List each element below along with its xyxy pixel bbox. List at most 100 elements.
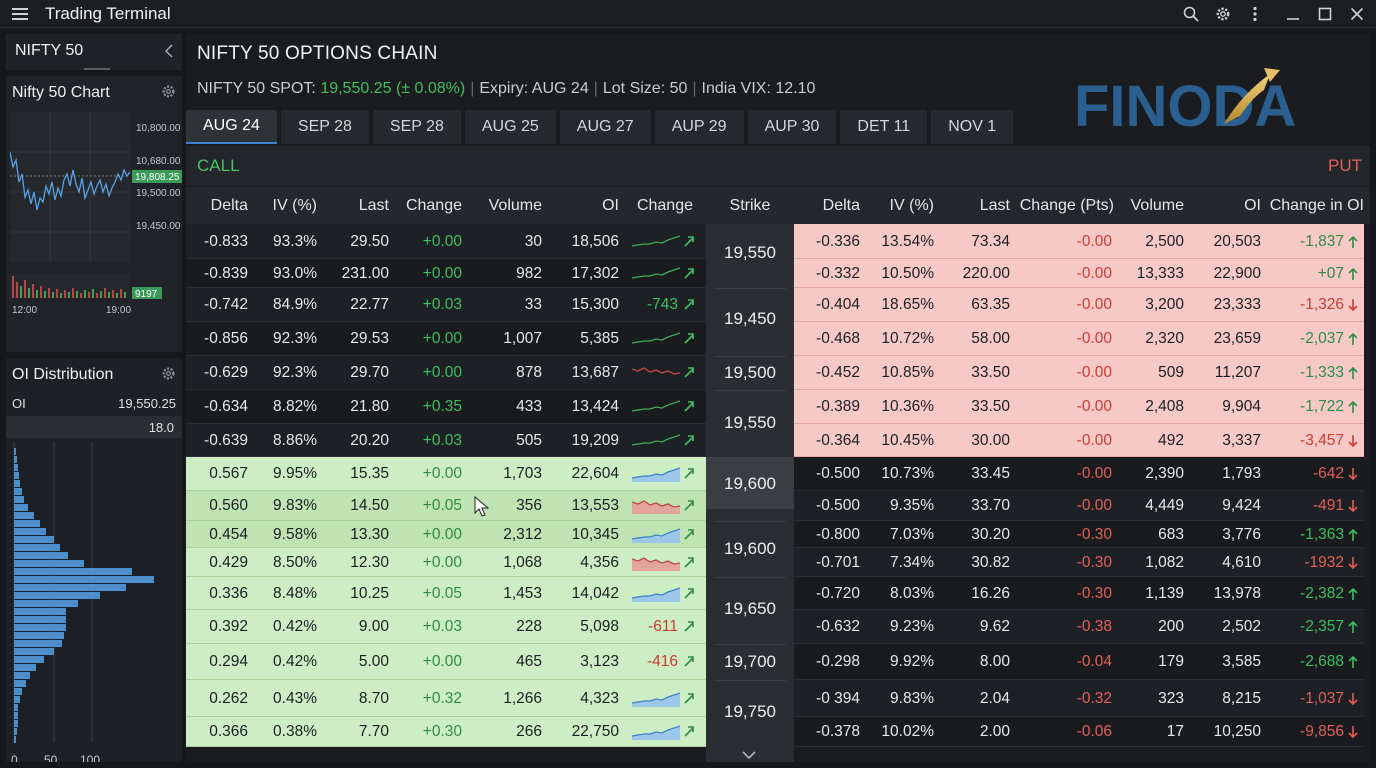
table-row[interactable]: -0.634 8.82% 21.80 +0.35 433 13,424 -0.389 10.3…: [186, 390, 1370, 424]
oi-settings-icon[interactable]: [161, 366, 176, 385]
arrow-up-right-icon: [684, 500, 694, 511]
tab-expiry[interactable]: AUG 25: [464, 110, 556, 144]
put-change-cell: -0.00: [1076, 497, 1112, 514]
minimize-icon[interactable]: [1284, 5, 1302, 23]
strike-cell[interactable]: 19,600: [724, 474, 776, 493]
tab-expiry[interactable]: DET 11: [840, 110, 928, 144]
tab-expiry[interactable]: AUP 30: [747, 110, 837, 144]
nifty-mini-chart[interactable]: 10,800.00 10,680.00 19,808.25 19,500.00 …: [10, 112, 182, 316]
put-iv-cell: 10.85%: [881, 364, 934, 381]
oi-bar: [14, 552, 68, 559]
call-row-bg: [186, 577, 706, 610]
tab-expiry[interactable]: AUP 29: [654, 110, 744, 144]
table-row[interactable]: 0.262 0.43% 8.70 +0.32 1,266 4,323 -0 394 9.83%…: [186, 680, 1370, 717]
sparkline-icon: [632, 557, 680, 571]
table-row[interactable]: -0.742 84.9% 22.77 +0.03 33 15,300 -743 -0.404 1…: [186, 288, 1370, 322]
tab-expiry[interactable]: SEP 28: [280, 110, 369, 144]
tab-expiry[interactable]: AUG 24: [186, 110, 277, 144]
put-iv-cell: 9.83%: [890, 690, 934, 707]
put-iv-cell: 10.50%: [881, 265, 934, 282]
column-header[interactable]: Volume: [488, 197, 542, 214]
column-header[interactable]: Change: [405, 197, 462, 214]
call-row-bg: [186, 521, 706, 548]
maximize-icon[interactable]: [1316, 5, 1334, 23]
table-row[interactable]: 0.392 0.42% 9.00 +0.03 228 5,098 -611 -0.632 9.2…: [186, 610, 1370, 644]
column-header[interactable]: IV (%): [889, 197, 934, 214]
gear-icon[interactable]: [1214, 5, 1232, 23]
close-icon[interactable]: [1348, 5, 1366, 23]
arrow-up-right-icon: [684, 529, 694, 540]
put-change-cell: -0.04: [1076, 653, 1112, 670]
call-iv-cell: 93.3%: [273, 233, 317, 250]
more-vertical-icon[interactable]: [1246, 5, 1264, 23]
x-tick-label: 50: [44, 753, 58, 762]
strike-header[interactable]: Strike: [729, 197, 771, 214]
column-header[interactable]: OI: [602, 197, 619, 214]
table-row[interactable]: 0.567 9.95% 15.35 +0.00 1,703 22,604 -0.500 10.…: [186, 457, 1370, 491]
strike-cell[interactable]: 19,650: [724, 599, 776, 618]
chevron-left-icon[interactable]: [164, 44, 173, 62]
call-oi-cell: 22,750: [571, 723, 619, 740]
volume-bars: [10, 274, 130, 298]
oi-bar: [14, 720, 18, 727]
call-volume-cell: 878: [516, 364, 542, 381]
sparkline-icon: [632, 725, 680, 740]
column-header[interactable]: Delta: [210, 197, 248, 214]
arrow-up-icon: [1348, 332, 1358, 345]
tab-expiry[interactable]: AUG 27: [559, 110, 651, 144]
nifty-chart-panel: Nifty 50 Chart 10,800.00 10,680.00 19,80…: [6, 76, 182, 352]
table-row[interactable]: -0.639 8.86% 20.20 +0.03 505 19,209 -0.364 10.4…: [186, 424, 1370, 457]
strike-cell[interactable]: 19,500: [724, 363, 776, 382]
price-line: [10, 151, 131, 211]
table-row[interactable]: -0.839 93.0% 231.00 +0.00 982 17,302 -0.332 10.…: [186, 259, 1370, 288]
put-oi-cell: 11,207: [1214, 364, 1261, 381]
table-row[interactable]: 0.454 9.58% 13.30 +0.00 2,312 10,345 -0.800 7.0…: [186, 521, 1370, 548]
strike-cell[interactable]: 19,550: [724, 413, 776, 432]
strike-cell[interactable]: 19,550: [724, 243, 776, 262]
column-header[interactable]: IV (%): [272, 197, 317, 214]
strike-cell[interactable]: 19,700: [724, 652, 776, 671]
column-header[interactable]: Change (Pts): [1019, 197, 1114, 214]
column-header[interactable]: Change in OI: [1269, 197, 1364, 214]
tab-expiry[interactable]: SEP 28: [372, 110, 461, 144]
search-icon[interactable]: [1182, 5, 1200, 23]
strike-cell[interactable]: 19,600: [724, 539, 776, 558]
table-row[interactable]: 0.336 8.48% 10.25 +0.05 1,453 14,042 -0.720 8.0…: [186, 577, 1370, 610]
chart-settings-icon[interactable]: [161, 84, 176, 103]
arrow-up-right-icon: [684, 333, 694, 344]
tab-expiry[interactable]: NOV 1: [931, 110, 1014, 144]
strike-cell[interactable]: 19,450: [724, 309, 776, 328]
scroll-down-icon[interactable]: [742, 747, 756, 764]
table-row[interactable]: 0.429 8.50% 12.30 +0.00 1,068 4,356 -0.701 7.34…: [186, 548, 1370, 577]
column-header[interactable]: OI: [1244, 197, 1261, 214]
arrow-up-right-icon: [684, 435, 694, 446]
column-header[interactable]: Volume: [1130, 197, 1184, 214]
call-delta-cell: -0.742: [204, 296, 248, 313]
call-row-bg: [186, 457, 706, 491]
table-row[interactable]: -0.833 93.3% 29.50 +0.00 30 18,506 -0.336 13.54…: [186, 224, 1370, 259]
put-delta-cell: -0.500: [816, 497, 860, 514]
call-delta-cell: 0.454: [209, 526, 248, 543]
strike-cell[interactable]: 19,750: [724, 702, 776, 721]
menu-icon[interactable]: [12, 7, 28, 20]
put-volume-cell: 2,408: [1145, 398, 1184, 415]
column-header[interactable]: Last: [979, 197, 1010, 214]
symbol-selector[interactable]: NIFTY 50: [6, 34, 182, 70]
options-chain-main: NIFTY 50 OPTIONS CHAIN NIFTY 50 SPOT: 19…: [186, 34, 1370, 762]
put-change-cell: -0.30: [1076, 554, 1112, 571]
table-row[interactable]: 0.366 0.38% 7.70 +0.30 266 22,750 -0.378 10.02%…: [186, 717, 1370, 747]
call-iv-cell: 8.48%: [273, 585, 317, 602]
table-row[interactable]: 0.560 9.83% 14.50 +0.05 356 13,553 -0.500 9.35%…: [186, 491, 1370, 521]
call-oi-cell: 5,385: [580, 330, 619, 347]
sparkline-icon: [632, 434, 680, 446]
table-row[interactable]: -0.629 92.3% 29.70 +0.00 878 13,687 -0.452 10.8…: [186, 356, 1370, 390]
put-last-cell: 30.00: [971, 432, 1010, 449]
put-volume-cell: 683: [1158, 526, 1184, 543]
column-header[interactable]: Last: [358, 197, 389, 214]
table-row[interactable]: 0.294 0.42% 5.00 +0.00 465 3,123 -416 -0.298 9.9…: [186, 644, 1370, 680]
table-row[interactable]: -0.856 92.3% 29.53 +0.00 1,007 5,385 -0.468 10.…: [186, 322, 1370, 356]
column-header[interactable]: Change: [636, 197, 693, 214]
put-iv-cell: 7.34%: [890, 554, 934, 571]
put-oi-change-cell: -2,688: [1300, 653, 1344, 670]
column-header[interactable]: Delta: [822, 197, 860, 214]
